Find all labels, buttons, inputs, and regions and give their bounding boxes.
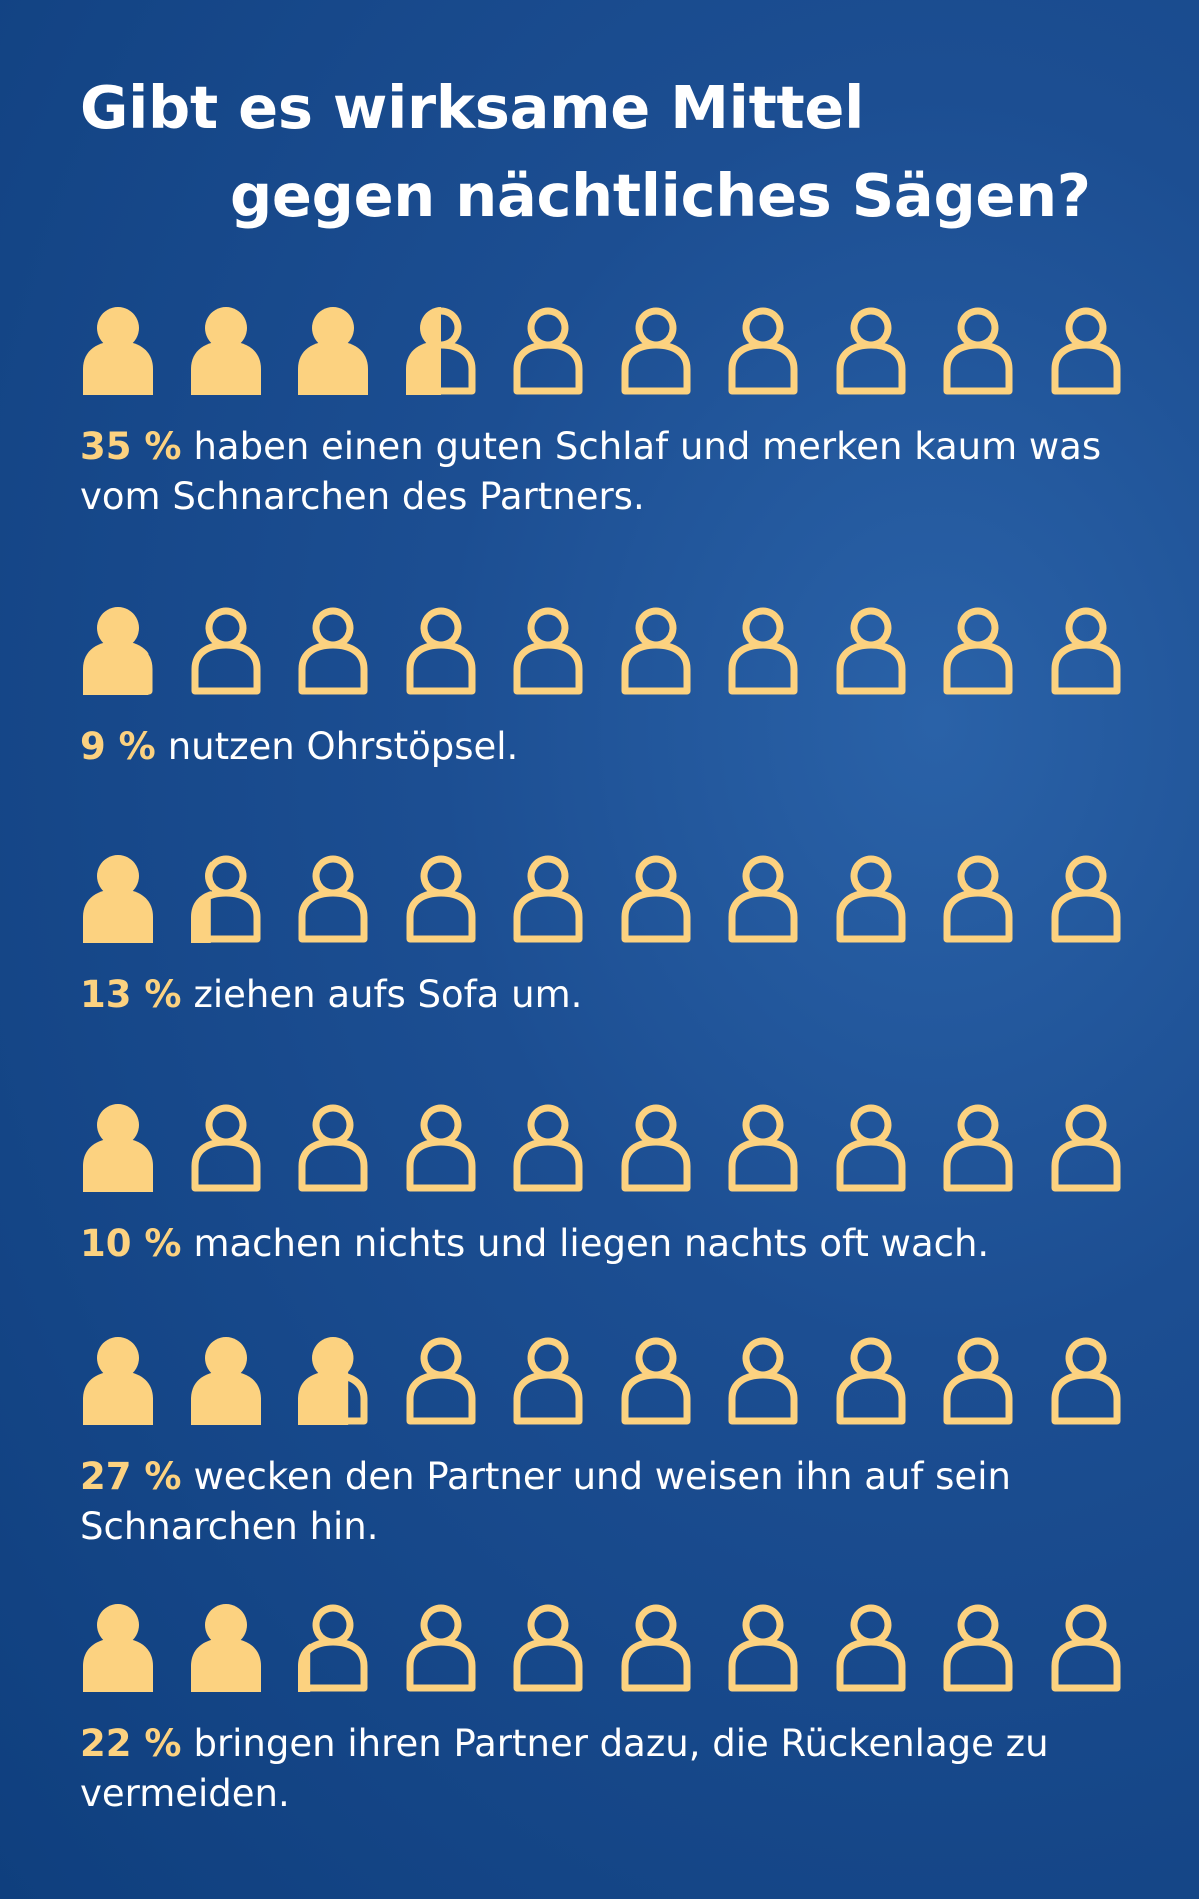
person-icon — [621, 307, 690, 395]
title-line-1: Gibt es wirksame Mittel — [80, 73, 865, 142]
person-icon — [83, 855, 153, 943]
person-icon — [943, 307, 1013, 395]
person-icon — [1051, 1104, 1120, 1192]
person-icon — [728, 855, 798, 943]
person-icon — [621, 1104, 690, 1192]
person-icon — [298, 855, 368, 943]
caption-text: ziehen aufs Sofa um. — [193, 973, 583, 1016]
person-icon — [728, 1104, 798, 1192]
caption-text: machen nichts und liegen nachts oft wach… — [193, 1222, 990, 1265]
person-icon — [943, 855, 1013, 943]
person-icon — [621, 1604, 690, 1692]
caption-text: haben einen guten Schlaf und merken kaum… — [80, 425, 1102, 518]
person-icon-row — [0, 1335, 1199, 1435]
caption-text: bringen ihren Partner dazu, die Rückenla… — [80, 1722, 1049, 1815]
row-caption: 10 % machen nichts und liegen nachts oft … — [80, 1219, 1170, 1269]
person-icon — [836, 307, 905, 395]
person-icon-row — [0, 1102, 1199, 1202]
person-icon — [728, 607, 798, 695]
person-icon — [728, 1604, 798, 1692]
person-icon-row — [0, 1602, 1199, 1702]
person-icon — [513, 607, 583, 695]
person-icon-row — [0, 853, 1199, 953]
person-icon-row — [0, 605, 1199, 705]
person-icon — [1051, 1604, 1120, 1692]
person-icon — [943, 1604, 1013, 1692]
person-icon — [83, 607, 153, 695]
person-icon — [943, 1337, 1013, 1425]
person-icon — [406, 855, 475, 943]
row-caption: 27 % wecken den Partner und weisen ihn au… — [80, 1452, 1170, 1552]
person-icon — [513, 855, 583, 943]
person-icon — [83, 1104, 153, 1192]
person-icon — [83, 1337, 153, 1425]
person-icon — [406, 607, 475, 695]
person-icon-row — [0, 305, 1199, 405]
person-icon — [190, 307, 261, 395]
person-icon — [298, 1104, 368, 1192]
person-icon — [1051, 307, 1120, 395]
person-icon — [1051, 1337, 1120, 1425]
person-icon — [405, 307, 475, 395]
percent-label: 22 % — [80, 1722, 182, 1765]
percent-label: 27 % — [80, 1455, 182, 1498]
person-icon — [943, 1104, 1013, 1192]
person-icon — [513, 1604, 583, 1692]
person-icon — [728, 1337, 798, 1425]
person-icon — [836, 855, 905, 943]
person-icon — [83, 1604, 153, 1692]
person-icon — [406, 1337, 475, 1425]
caption-text: nutzen Ohrstöpsel. — [167, 725, 519, 768]
person-icon — [1051, 855, 1120, 943]
person-icon — [190, 1337, 261, 1425]
percent-label: 9 % — [80, 725, 156, 768]
row-caption: 13 % ziehen aufs Sofa um. — [80, 970, 1170, 1020]
person-icon — [621, 855, 690, 943]
person-icon — [621, 1337, 690, 1425]
person-icon — [621, 607, 690, 695]
person-icon — [513, 1337, 583, 1425]
person-icon — [836, 1337, 905, 1425]
person-icon — [191, 607, 260, 695]
person-icon — [836, 607, 905, 695]
person-icon — [83, 307, 153, 395]
percent-label: 10 % — [80, 1222, 182, 1265]
person-icon — [1051, 607, 1120, 695]
person-icon — [191, 1104, 260, 1192]
person-icon — [513, 1104, 583, 1192]
person-icon — [406, 1104, 475, 1192]
person-icon — [190, 855, 260, 943]
person-icon — [728, 307, 798, 395]
row-caption: 9 % nutzen Ohrstöpsel. — [80, 722, 1170, 772]
person-icon — [836, 1604, 905, 1692]
title-line-2: gegen nächtliches Sägen? — [230, 161, 1091, 230]
person-icon — [943, 607, 1013, 695]
person-icon — [298, 1337, 368, 1425]
percent-label: 35 % — [80, 425, 182, 468]
person-icon — [513, 307, 583, 395]
row-caption: 35 % haben einen guten Schlaf und merken … — [80, 422, 1170, 522]
percent-label: 13 % — [80, 973, 182, 1016]
row-caption: 22 % bringen ihren Partner dazu, die Rück… — [80, 1719, 1170, 1819]
caption-text: wecken den Partner und weisen ihn auf se… — [80, 1455, 1011, 1548]
person-icon — [298, 607, 368, 695]
person-icon — [298, 307, 368, 395]
person-icon — [406, 1604, 475, 1692]
person-icon — [190, 1604, 261, 1692]
person-icon — [298, 1604, 368, 1692]
person-icon — [836, 1104, 905, 1192]
